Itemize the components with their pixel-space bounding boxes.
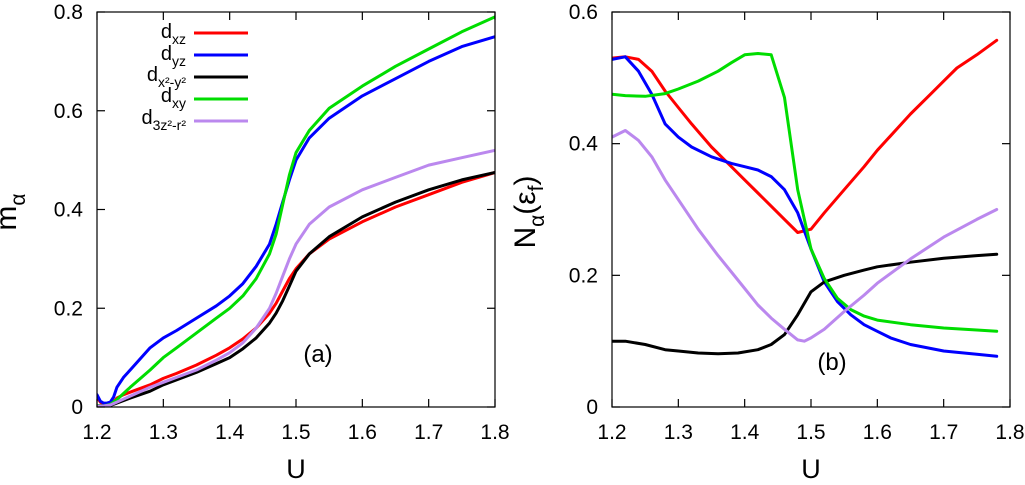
panel-a: 1.21.31.41.51.61.71.800.20.40.60.8 mα U … bbox=[0, 1, 510, 484]
legend-item-d3z2-r2: d3z²-r² bbox=[141, 107, 248, 133]
panel-a-curves bbox=[97, 15, 495, 407]
panel-b-xtick-label: 1.2 bbox=[597, 421, 626, 444]
panel-b-xlabel: U bbox=[801, 454, 821, 484]
panel-a-ytick-label: 0 bbox=[71, 396, 83, 419]
panel-a-ytick-label: 0.8 bbox=[54, 1, 83, 24]
panel-b-series-dxy bbox=[612, 52, 999, 333]
legend-label-dx2-y2: dx²-y² bbox=[147, 64, 186, 90]
panel-a-ytick-label: 0.2 bbox=[54, 297, 83, 320]
panel-b-series-dyz bbox=[612, 55, 999, 358]
panel-b-xtick-label: 1.3 bbox=[664, 421, 693, 444]
legend-label-d3z2-r2: d3z²-r² bbox=[141, 107, 186, 133]
legend-item-dyz: dyz bbox=[161, 43, 248, 69]
panel-a-xtick-label: 1.3 bbox=[149, 421, 178, 444]
legend: dxz dyz dx²-y² dxy d3z²-r² bbox=[141, 21, 248, 133]
panel-a-xlabel: U bbox=[286, 454, 306, 484]
panel-a-series-dyz bbox=[97, 35, 495, 405]
panel-a-label: (a) bbox=[303, 341, 332, 368]
panel-b-series-dx2-y2 bbox=[612, 252, 999, 356]
panel-b-ytick-label: 0.6 bbox=[569, 1, 598, 24]
panel-b-xtick-label: 1.8 bbox=[995, 421, 1024, 444]
panel-a-xtick-label: 1.7 bbox=[414, 421, 443, 444]
panel-b-xtick-label: 1.7 bbox=[929, 421, 958, 444]
legend-item-dx2-y2: dx²-y² bbox=[147, 64, 248, 90]
panel-a-xtick-label: 1.8 bbox=[480, 421, 509, 444]
panel-b-frame bbox=[611, 11, 1011, 408]
panel-a-series-dxz bbox=[97, 171, 495, 407]
panel-b-series-d3z2-r2 bbox=[612, 129, 999, 343]
panel-b-ylabel: Nα(εf) bbox=[509, 175, 549, 248]
panel-a-xtick-label: 1.5 bbox=[281, 421, 310, 444]
panel-a-ticks: 1.2 1.3 1.4 1.5 1.6 1.7 1.8 0 0.2 0.4 0.6 0.8 bbox=[54, 1, 510, 444]
panel-b-xtick-label: 1.4 bbox=[730, 421, 760, 444]
panel-a-ylabel: mα bbox=[0, 193, 30, 230]
panel-a-xtick-label: 1.6 bbox=[348, 421, 377, 444]
panel-b-ytick-label: 0.4 bbox=[569, 133, 599, 156]
panel-a-series-d3z2-r2 bbox=[97, 148, 495, 407]
panel-b-xtick-label: 1.6 bbox=[863, 421, 892, 444]
panel-b: 1.2 1.3 1.4 1.5 1.6 1.7 1.8 0 0.2 0.4 0.6 Nα(εf) U… bbox=[509, 1, 1025, 484]
panel-b-ytick-label: 0 bbox=[586, 396, 598, 419]
panel-a-series-dx2-y2 bbox=[97, 171, 495, 407]
panel-b-curves bbox=[612, 38, 999, 358]
panel-b-label: (b) bbox=[817, 349, 846, 376]
panel-b-ticks: 1.2 1.3 1.4 1.5 1.6 1.7 1.8 0 0.2 0.4 0.6 bbox=[569, 1, 1025, 444]
legend-item-dxy: dxy bbox=[161, 85, 248, 111]
panel-a-ytick-label: 0.4 bbox=[54, 199, 84, 222]
panel-b-series-dxz bbox=[612, 38, 999, 234]
legend-item-dxz: dxz bbox=[161, 21, 248, 47]
legend-label-dxz: dxz bbox=[161, 21, 186, 47]
panel-b-ytick-label: 0.2 bbox=[569, 264, 598, 287]
panel-a-ytick-label: 0.6 bbox=[54, 100, 83, 123]
panel-a-xtick-label: 1.2 bbox=[82, 421, 111, 444]
legend-label-dyz: dyz bbox=[161, 43, 186, 69]
panel-b-xtick-label: 1.5 bbox=[796, 421, 825, 444]
panel-a-series-dxy bbox=[97, 15, 495, 407]
legend-label-dxy: dxy bbox=[161, 85, 186, 111]
panel-a-xtick-label: 1.4 bbox=[215, 421, 245, 444]
